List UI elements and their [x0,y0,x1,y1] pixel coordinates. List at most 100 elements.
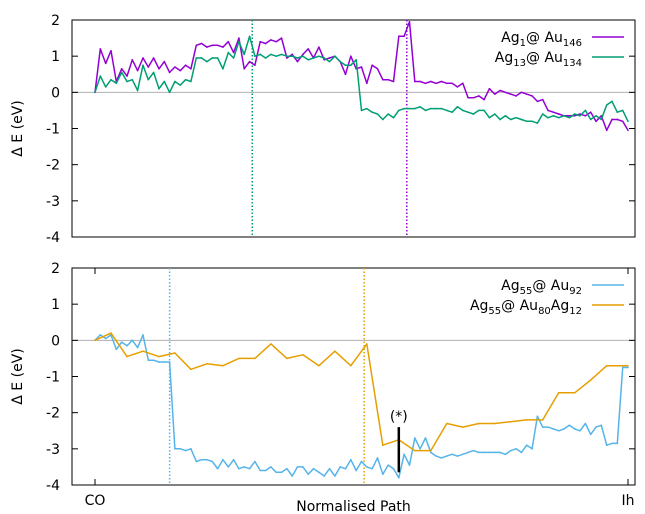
data-point [355,469,357,472]
data-point [451,82,453,85]
data-point [387,78,389,81]
data-point [573,115,576,117]
data-point [291,53,294,56]
data-point [350,364,352,367]
data-point [589,118,592,121]
legend-label-part: @ Au [501,298,538,314]
data-point [344,467,347,470]
data-point [296,466,299,468]
data-point [163,80,166,83]
data-point [94,91,96,94]
data-point [525,120,528,123]
data-point [621,366,624,369]
data-point [557,113,560,115]
data-point [499,89,501,92]
data-point [115,348,118,351]
data-point [120,341,123,343]
data-point [472,113,475,115]
data-point [222,46,224,48]
data-point [611,100,613,103]
y-tick-label: -3 [46,194,60,210]
data-point [456,455,459,457]
data-point [216,44,219,47]
data-point [254,357,256,360]
data-point [190,368,192,371]
data-point [174,80,176,83]
data-point [573,428,576,430]
data-point [318,364,320,367]
data-point [392,467,395,470]
data-point [200,42,203,45]
data-point [238,357,240,360]
data-point [461,109,464,112]
data-point [286,467,288,470]
x-tick-label: CO [85,493,106,509]
data-point [547,116,549,119]
data-point [429,80,432,83]
data-point [136,89,139,92]
data-point [179,84,182,86]
data-point [627,120,629,123]
data-point [477,422,480,425]
data-point [323,58,325,61]
data-point [339,60,341,63]
legend-label-part: 92 [569,286,582,297]
data-point [120,71,123,74]
data-point [605,104,608,106]
data-point [605,444,608,447]
data-point [152,359,155,362]
data-point [376,113,379,115]
data-point [216,57,219,59]
data-point [184,449,187,452]
data-point [152,71,155,74]
data-point [477,109,480,112]
data-point [184,78,187,81]
data-point [584,422,587,425]
data-point [547,109,549,112]
data-point [190,80,192,83]
legend-label-part: @ Au [526,30,563,46]
data-point [515,116,517,119]
data-point [195,460,198,463]
data-point [451,111,453,114]
data-point [483,98,485,101]
data-point [414,437,416,439]
data-point [467,111,469,114]
data-point [509,93,512,95]
data-point [291,55,294,57]
data-point [259,40,262,43]
data-point [344,73,347,76]
y-tick-label: 2 [51,261,60,277]
y-tick-label: -3 [46,442,60,458]
y-tick-label: -1 [46,122,60,138]
data-point [398,109,400,112]
data-point [259,469,262,472]
data-point [158,361,160,363]
data-point [334,350,336,352]
y-tick-label: 0 [51,85,60,101]
data-point [371,64,373,67]
data-point [350,55,352,57]
legend-label-part: 55 [488,306,501,317]
data-point [243,53,246,56]
data-point [557,429,560,432]
data-point [445,422,448,425]
data-point [232,51,235,54]
data-point [179,448,182,450]
data-point [509,118,512,121]
data-point [200,57,203,59]
data-point [227,40,230,43]
data-point [264,57,267,59]
data-point [366,82,368,85]
data-point [280,53,283,56]
data-point [238,40,240,43]
data-point [275,471,278,474]
data-point [429,451,432,454]
legend-label-part: @ Au [532,278,569,294]
data-point [568,424,571,427]
data-point [488,451,491,454]
data-point [174,448,176,450]
data-point [184,64,187,67]
data-point [243,466,246,468]
data-point [440,107,443,110]
